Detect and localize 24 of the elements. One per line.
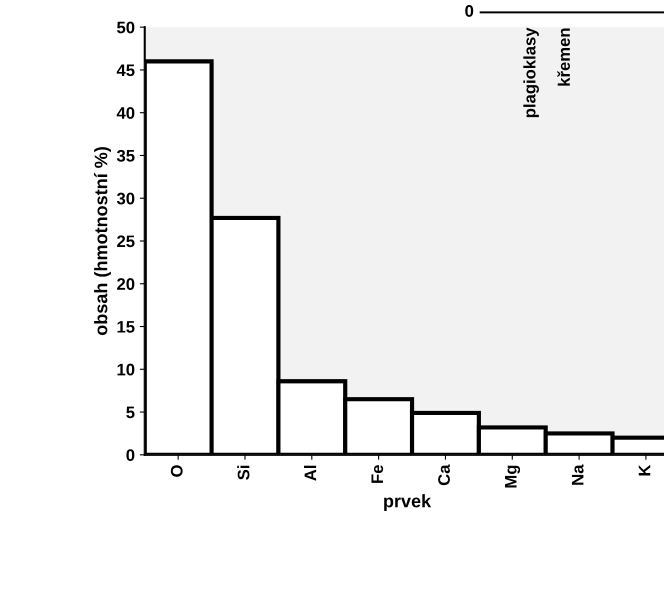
y-tick-label: 5 [126,406,135,418]
y-tick-label: 10 [118,364,134,376]
x-axis-title: prvek [384,494,432,511]
y-tick-label: 0 [126,449,134,462]
annotation: plagioklasy [523,28,539,118]
y-tick-label: 25 [117,235,135,248]
x-tick-label: Na [572,464,584,485]
y-tick-label: 20 [117,278,134,290]
y-tick-label: 15 [118,321,135,333]
y-axis-title: obsah (hmotnostní %) [94,147,111,336]
y-tick-label: 40 [116,107,134,119]
annotation: křemen [557,28,570,86]
y-tick-label: 50 [117,22,134,34]
x-tick-label: Si [237,466,250,480]
x-tick-label: Al [304,466,316,481]
x-tick-label: Mg [505,466,520,488]
x-tick-label: Fe [371,465,384,483]
x-tick-label: K [638,464,650,476]
x-tick-label: O [170,465,183,477]
text: 0 [465,5,474,17]
y-tick-label: 35 [116,150,135,162]
y-tick-label: 45 [116,64,135,76]
y-tick-label: 30 [116,192,134,204]
x-tick-label: Ca [438,464,450,486]
